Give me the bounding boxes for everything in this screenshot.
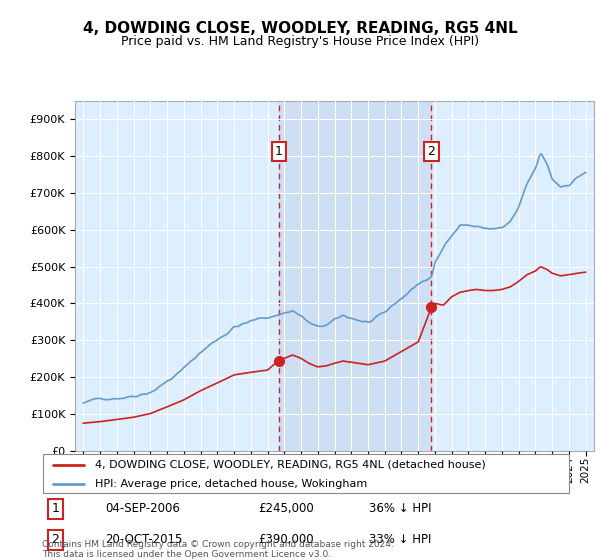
Text: HPI: Average price, detached house, Wokingham: HPI: Average price, detached house, Woki… (95, 479, 367, 489)
Text: Contains HM Land Registry data © Crown copyright and database right 2024.
This d: Contains HM Land Registry data © Crown c… (42, 540, 394, 559)
Text: £390,000: £390,000 (259, 533, 314, 546)
Text: 04-SEP-2006: 04-SEP-2006 (106, 502, 180, 515)
Text: £245,000: £245,000 (259, 502, 314, 515)
Text: Price paid vs. HM Land Registry's House Price Index (HPI): Price paid vs. HM Land Registry's House … (121, 35, 479, 48)
Text: 2: 2 (428, 145, 436, 158)
Text: 2: 2 (51, 533, 59, 546)
Text: 4, DOWDING CLOSE, WOODLEY, READING, RG5 4NL (detached house): 4, DOWDING CLOSE, WOODLEY, READING, RG5 … (95, 460, 485, 470)
Text: 36% ↓ HPI: 36% ↓ HPI (370, 502, 432, 515)
Bar (278, 101, 431, 451)
Text: 1: 1 (275, 145, 283, 158)
Text: 1: 1 (51, 502, 59, 515)
Text: 4, DOWDING CLOSE, WOODLEY, READING, RG5 4NL: 4, DOWDING CLOSE, WOODLEY, READING, RG5 … (83, 21, 517, 36)
Text: 20-OCT-2015: 20-OCT-2015 (106, 533, 183, 546)
FancyBboxPatch shape (43, 454, 569, 493)
Text: 33% ↓ HPI: 33% ↓ HPI (370, 533, 432, 546)
